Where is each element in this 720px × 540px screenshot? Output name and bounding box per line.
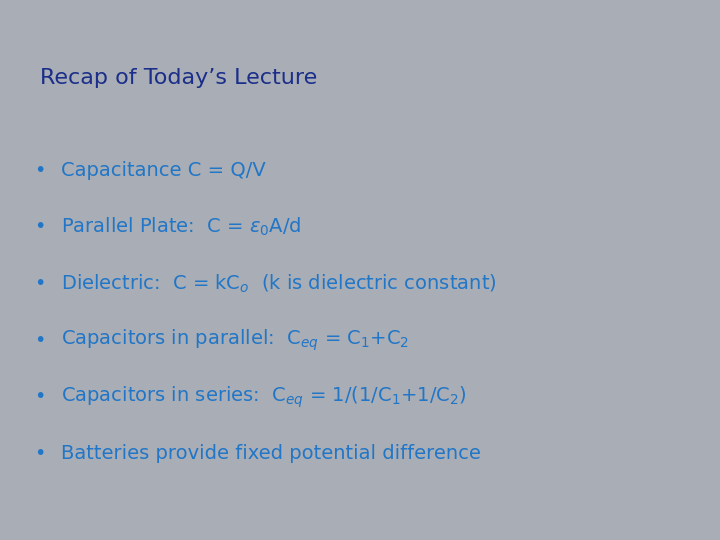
Text: Capacitors in series:  C$_{eq}$ = 1/(1/C$_1$+1/C$_2$): Capacitors in series: C$_{eq}$ = 1/(1/C$… (61, 384, 467, 410)
Text: •: • (35, 274, 46, 293)
Text: Capacitors in parallel:  C$_{eq}$ = C$_1$+C$_2$: Capacitors in parallel: C$_{eq}$ = C$_1$… (61, 327, 409, 353)
Text: Batteries provide fixed potential difference: Batteries provide fixed potential differ… (61, 444, 481, 463)
Text: •: • (35, 160, 46, 180)
Text: •: • (35, 330, 46, 350)
Text: Parallel Plate:  C = $\varepsilon_0$A/d: Parallel Plate: C = $\varepsilon_0$A/d (61, 215, 302, 238)
Text: •: • (35, 217, 46, 237)
Text: Recap of Today’s Lecture: Recap of Today’s Lecture (40, 68, 317, 87)
Text: Capacitance C = Q/V: Capacitance C = Q/V (61, 160, 266, 180)
Text: •: • (35, 387, 46, 407)
Text: Dielectric:  C = kC$_o$  (k is dielectric constant): Dielectric: C = kC$_o$ (k is dielectric … (61, 272, 497, 295)
Text: •: • (35, 444, 46, 463)
